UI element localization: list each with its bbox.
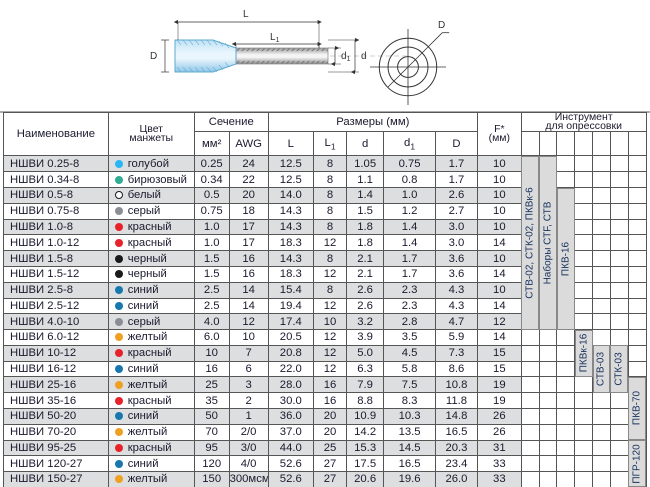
svg-text:D: D [150, 51, 157, 62]
svg-text:d1: d1 [341, 51, 351, 63]
svg-text:D: D [438, 20, 445, 31]
svg-text:d: d [361, 51, 367, 62]
svg-text:L1: L1 [270, 32, 280, 44]
svg-text:L: L [243, 9, 249, 20]
